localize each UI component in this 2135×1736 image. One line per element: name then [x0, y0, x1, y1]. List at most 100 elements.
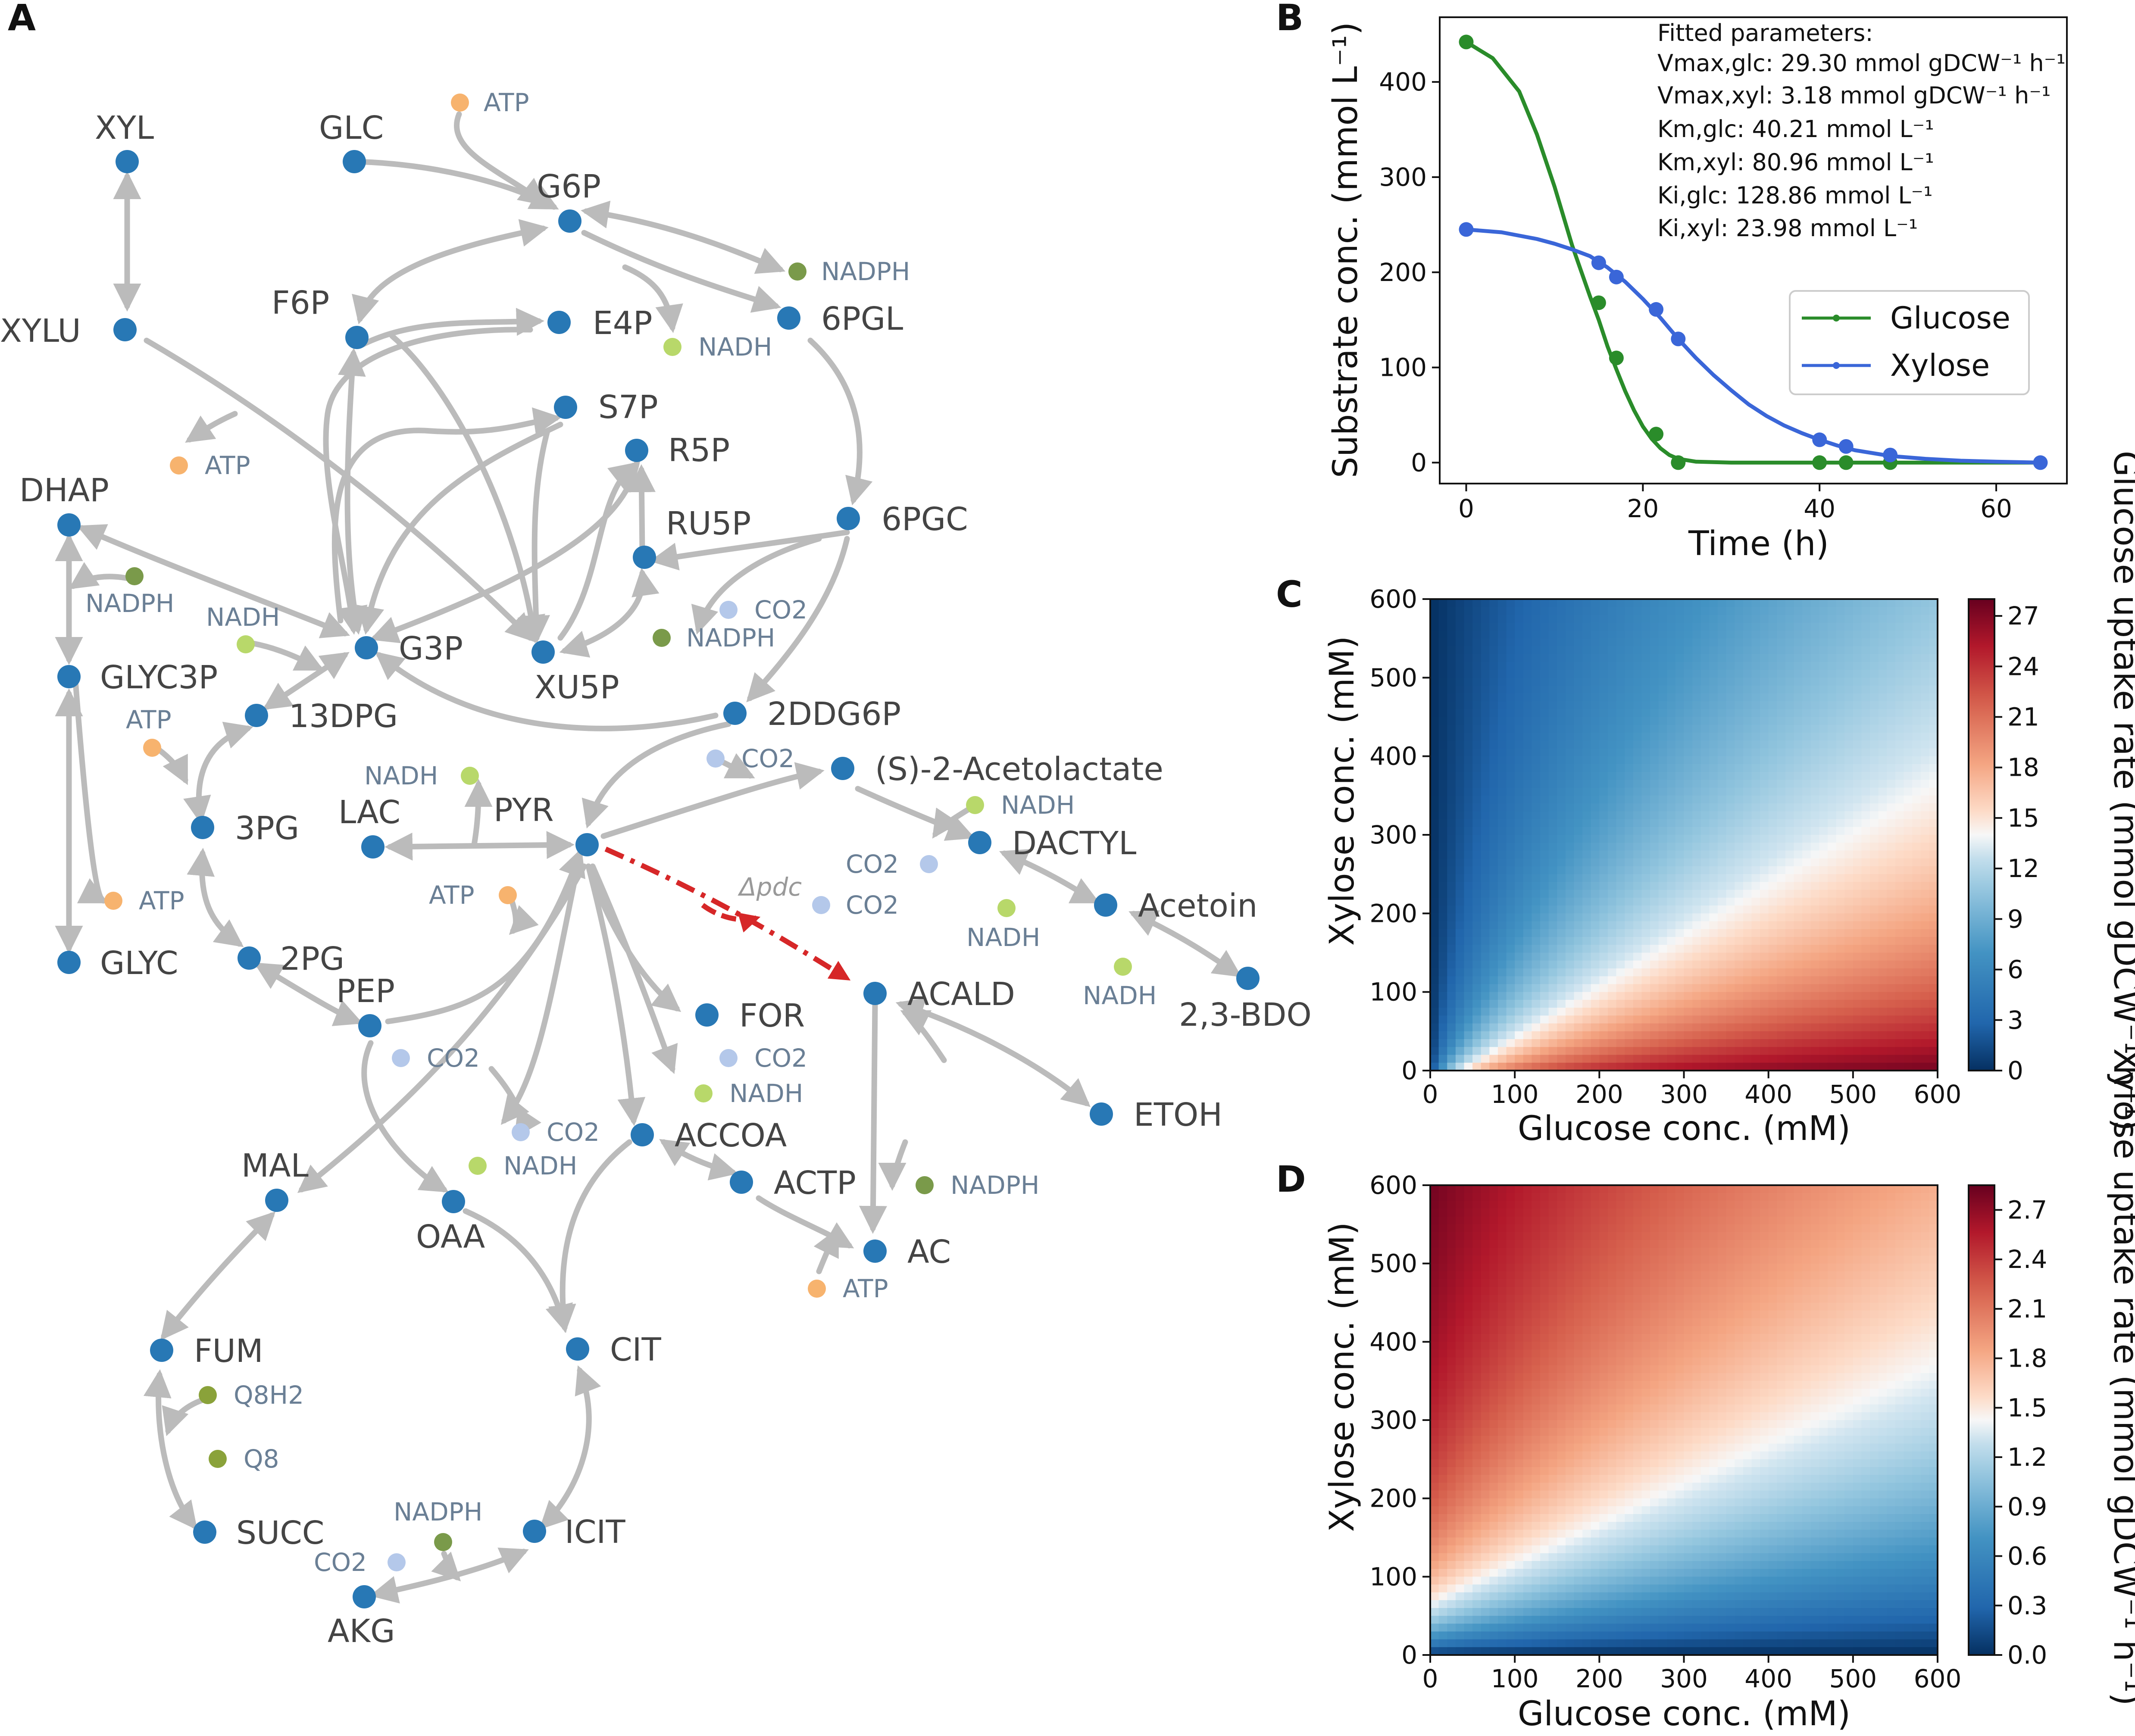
c-heatmap-cell [1658, 1047, 1668, 1055]
c-heatmap-cell [1735, 819, 1744, 827]
c-heatmap-cell [1438, 1055, 1448, 1063]
c-heatmap-cell [1844, 709, 1854, 718]
c-heatmap-cell [1582, 843, 1591, 851]
c-heatmap-cell [1574, 678, 1583, 686]
c-heatmap-cell [1616, 607, 1625, 615]
c-heatmap-cell [1548, 685, 1558, 694]
c-heatmap-cell [1472, 1031, 1482, 1040]
c-heatmap-cell [1625, 1023, 1634, 1032]
c-heatmap-cell [1861, 984, 1870, 993]
c-heatmap-cell [1532, 968, 1541, 977]
c-heatmap-cell [1675, 960, 1685, 969]
d-heatmap-cell [1481, 1396, 1490, 1405]
c-heatmap-cell [1684, 835, 1693, 843]
c-heatmap-cell [1735, 913, 1744, 922]
d-heatmap-cell [1438, 1240, 1448, 1249]
d-heatmap-cell [1472, 1498, 1482, 1507]
c-heatmap-cell [1667, 1039, 1676, 1048]
c-heatmap-cell [1777, 835, 1786, 843]
c-heatmap-cell [1481, 1031, 1490, 1040]
c-heatmap-cell [1836, 748, 1845, 757]
d-heatmap-cell [1438, 1334, 1448, 1343]
c-heatmap-cell [1641, 1047, 1650, 1055]
c-heatmap-cell [1853, 1008, 1862, 1016]
c-heatmap-cell [1870, 1008, 1879, 1016]
c-heatmap-cell [1700, 803, 1710, 812]
d-heatmap-cell [1438, 1514, 1448, 1522]
c-heatmap-cell [1692, 811, 1701, 820]
c-heatmap-cell [1607, 662, 1617, 670]
c-heatmap-cell [1929, 976, 1938, 985]
c-heatmap-cell [1565, 1055, 1575, 1063]
c-heatmap-cell [1777, 1023, 1786, 1032]
c-heatmap-cell [1861, 803, 1870, 812]
cofactor-node: CO2 [846, 849, 938, 879]
d-heatmap-cell [1506, 1349, 1515, 1358]
b-y-tick-label: 0 [1411, 448, 1427, 477]
c-heatmap-cell [1447, 819, 1456, 827]
d-heatmap-cell [1515, 1647, 1524, 1655]
d-heatmap-cell [1557, 1584, 1566, 1593]
c-heatmap-cell [1878, 913, 1888, 922]
c-heatmap-cell [1574, 717, 1583, 725]
c-heatmap-cell [1447, 701, 1456, 710]
c-heatmap-cell [1447, 638, 1456, 647]
c-heatmap-cell [1472, 960, 1482, 969]
cofactor-node: ATP [126, 705, 172, 757]
c-heatmap-cell [1929, 819, 1938, 827]
c-heatmap-cell [1785, 756, 1794, 765]
c-heatmap-cell [1599, 693, 1608, 702]
c-heatmap-cell [1497, 1008, 1507, 1016]
c-heatmap-cell [1735, 937, 1744, 946]
d-heatmap-cell [1489, 1295, 1498, 1303]
c-heatmap-cell [1684, 1055, 1693, 1063]
c-heatmap-cell [1794, 756, 1803, 765]
c-heatmap-cell [1574, 952, 1583, 961]
metabolite-label: Acetoin [1138, 887, 1257, 924]
c-heatmap-cell [1895, 827, 1904, 835]
c-heatmap-cell [1726, 717, 1735, 725]
edge-g3p-13dpg [263, 652, 350, 710]
c-heatmap-cell [1717, 835, 1727, 843]
c-heatmap-cell [1616, 890, 1625, 898]
c-heatmap-cell [1870, 952, 1879, 961]
c-heatmap-cell [1532, 795, 1541, 804]
c-heatmap-cell [1430, 921, 1439, 930]
d-heatmap-cell [1438, 1208, 1448, 1217]
metabolite-node-f6p: F6P [272, 284, 369, 349]
c-heatmap-cell [1802, 1023, 1811, 1032]
c-heatmap-cell [1743, 952, 1752, 961]
c-heatmap-cell [1523, 835, 1532, 843]
d-heatmap-cell [1557, 1208, 1566, 1217]
c-heatmap-cell [1591, 685, 1600, 694]
c-heatmap-cell [1633, 780, 1642, 788]
c-heatmap-cell [1726, 693, 1735, 702]
c-heatmap-cell [1684, 630, 1693, 639]
c-heatmap-cell [1532, 976, 1541, 985]
glucose-data-point [1649, 427, 1664, 442]
c-heatmap-cell [1920, 897, 1930, 906]
c-heatmap-cell [1438, 874, 1448, 883]
c-heatmap-cell [1777, 701, 1786, 710]
cofactor-label: NADH [503, 1151, 577, 1180]
c-heatmap-cell [1810, 999, 1820, 1008]
metabolite-node-cit: CIT [566, 1331, 661, 1368]
c-heatmap-cell [1735, 811, 1744, 820]
d-heatmap-cell [1438, 1545, 1448, 1554]
c-heatmap-cell [1650, 905, 1659, 914]
c-heatmap-cell [1633, 1039, 1642, 1048]
d-heatmap-cell [1565, 1334, 1575, 1343]
cofactor-label: NADH [1001, 790, 1075, 820]
c-heatmap-cell [1684, 960, 1693, 969]
c-heatmap-cell [1827, 740, 1837, 749]
c-heatmap-cell [1506, 905, 1515, 914]
c-heatmap-cell [1616, 670, 1625, 678]
c-heatmap-cell [1760, 670, 1769, 678]
c-heatmap-cell [1616, 968, 1625, 977]
c-heatmap-cell [1430, 866, 1439, 874]
c-heatmap-cell [1565, 921, 1575, 930]
c-heatmap-cell [1844, 678, 1854, 686]
c-heatmap-cell [1844, 976, 1854, 985]
c-heatmap-cell [1633, 1023, 1642, 1032]
c-heatmap-cell [1709, 835, 1718, 843]
